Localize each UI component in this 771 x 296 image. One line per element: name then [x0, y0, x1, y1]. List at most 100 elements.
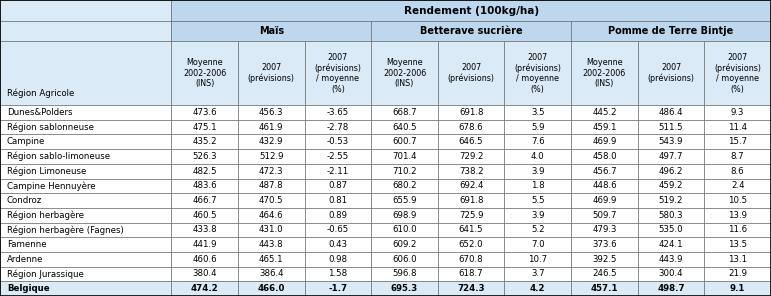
Text: 618.7: 618.7	[459, 269, 483, 279]
Text: Campine: Campine	[7, 137, 45, 146]
Text: 2007
(prévisions)
/ moyenne
(%): 2007 (prévisions) / moyenne (%)	[714, 53, 761, 94]
Bar	[438, 208, 504, 223]
Text: Pomme de Terre Bintje: Pomme de Terre Bintje	[608, 26, 734, 36]
Text: Ardenne: Ardenne	[7, 255, 43, 264]
Text: 424.1: 424.1	[658, 240, 683, 249]
Text: 460.5: 460.5	[192, 211, 217, 220]
Bar	[171, 134, 238, 149]
Text: 392.5: 392.5	[592, 255, 617, 264]
Bar	[171, 252, 238, 267]
Bar	[305, 105, 371, 120]
Bar	[0, 267, 171, 281]
Bar	[705, 134, 771, 149]
Text: 678.6: 678.6	[459, 123, 483, 132]
Bar	[238, 252, 305, 267]
Bar	[0, 237, 171, 252]
Bar	[705, 223, 771, 237]
Text: -1.7: -1.7	[328, 284, 348, 293]
Bar	[305, 267, 371, 281]
Bar	[0, 281, 171, 296]
Text: 4.0: 4.0	[531, 152, 544, 161]
Bar	[438, 164, 504, 178]
Text: 432.9: 432.9	[259, 137, 284, 146]
Text: -2.55: -2.55	[327, 152, 349, 161]
Text: 466.7: 466.7	[192, 196, 217, 205]
Bar	[0, 252, 171, 267]
Text: 596.8: 596.8	[392, 269, 417, 279]
Text: 3.7: 3.7	[531, 269, 544, 279]
Bar	[638, 164, 705, 178]
Bar	[171, 41, 238, 105]
Bar	[305, 120, 371, 134]
Text: 698.9: 698.9	[392, 211, 416, 220]
Bar	[0, 149, 171, 164]
Bar	[638, 237, 705, 252]
Bar	[571, 120, 638, 134]
Bar	[705, 105, 771, 120]
Bar	[171, 223, 238, 237]
Text: 738.2: 738.2	[459, 167, 483, 176]
Text: 473.6: 473.6	[192, 108, 217, 117]
Text: 459.2: 459.2	[658, 181, 683, 190]
Bar	[571, 41, 638, 105]
Text: 445.2: 445.2	[592, 108, 617, 117]
Text: 443.8: 443.8	[259, 240, 284, 249]
Text: 0.98: 0.98	[328, 255, 348, 264]
Bar	[371, 120, 438, 134]
Bar	[371, 21, 571, 41]
Bar	[638, 223, 705, 237]
Text: 441.9: 441.9	[192, 240, 217, 249]
Text: Moyenne
2002-2006
(INS): Moyenne 2002-2006 (INS)	[183, 58, 226, 88]
Text: 483.6: 483.6	[192, 181, 217, 190]
Bar	[705, 41, 771, 105]
Bar	[571, 193, 638, 208]
Text: 458.0: 458.0	[592, 152, 617, 161]
Bar	[0, 208, 171, 223]
Text: Rendement (100kg/ha): Rendement (100kg/ha)	[403, 6, 539, 16]
Bar	[305, 281, 371, 296]
Bar	[504, 281, 571, 296]
Text: 680.2: 680.2	[392, 181, 417, 190]
Bar	[371, 223, 438, 237]
Text: 373.6: 373.6	[592, 240, 617, 249]
Text: 433.8: 433.8	[192, 226, 217, 234]
Bar	[571, 164, 638, 178]
Text: Condroz: Condroz	[7, 196, 42, 205]
Bar	[438, 252, 504, 267]
Text: 729.2: 729.2	[459, 152, 483, 161]
Text: 610.0: 610.0	[392, 226, 417, 234]
Bar	[504, 223, 571, 237]
Text: 8.6: 8.6	[731, 167, 745, 176]
Bar	[371, 105, 438, 120]
Text: Famenne: Famenne	[7, 240, 46, 249]
Text: 380.4: 380.4	[192, 269, 217, 279]
Bar	[238, 41, 305, 105]
Bar	[638, 149, 705, 164]
Text: 652.0: 652.0	[459, 240, 483, 249]
Bar	[638, 134, 705, 149]
Text: 580.3: 580.3	[658, 211, 683, 220]
Bar	[438, 149, 504, 164]
Text: 11.6: 11.6	[728, 226, 747, 234]
Text: 466.0: 466.0	[258, 284, 285, 293]
Bar	[705, 267, 771, 281]
Bar	[571, 267, 638, 281]
Bar	[171, 281, 238, 296]
Bar	[705, 208, 771, 223]
Text: 509.7: 509.7	[592, 211, 617, 220]
Bar	[571, 178, 638, 193]
Text: 457.1: 457.1	[591, 284, 618, 293]
Text: Betterave sucrière: Betterave sucrière	[420, 26, 523, 36]
Bar	[0, 178, 171, 193]
Bar	[571, 149, 638, 164]
Bar	[305, 208, 371, 223]
Text: 0.81: 0.81	[328, 196, 348, 205]
Text: 655.9: 655.9	[392, 196, 417, 205]
Text: -0.53: -0.53	[327, 137, 349, 146]
Text: 641.5: 641.5	[459, 226, 483, 234]
Bar	[371, 41, 438, 105]
Bar	[638, 252, 705, 267]
Text: 464.6: 464.6	[259, 211, 284, 220]
Bar	[238, 105, 305, 120]
Text: 472.3: 472.3	[259, 167, 284, 176]
